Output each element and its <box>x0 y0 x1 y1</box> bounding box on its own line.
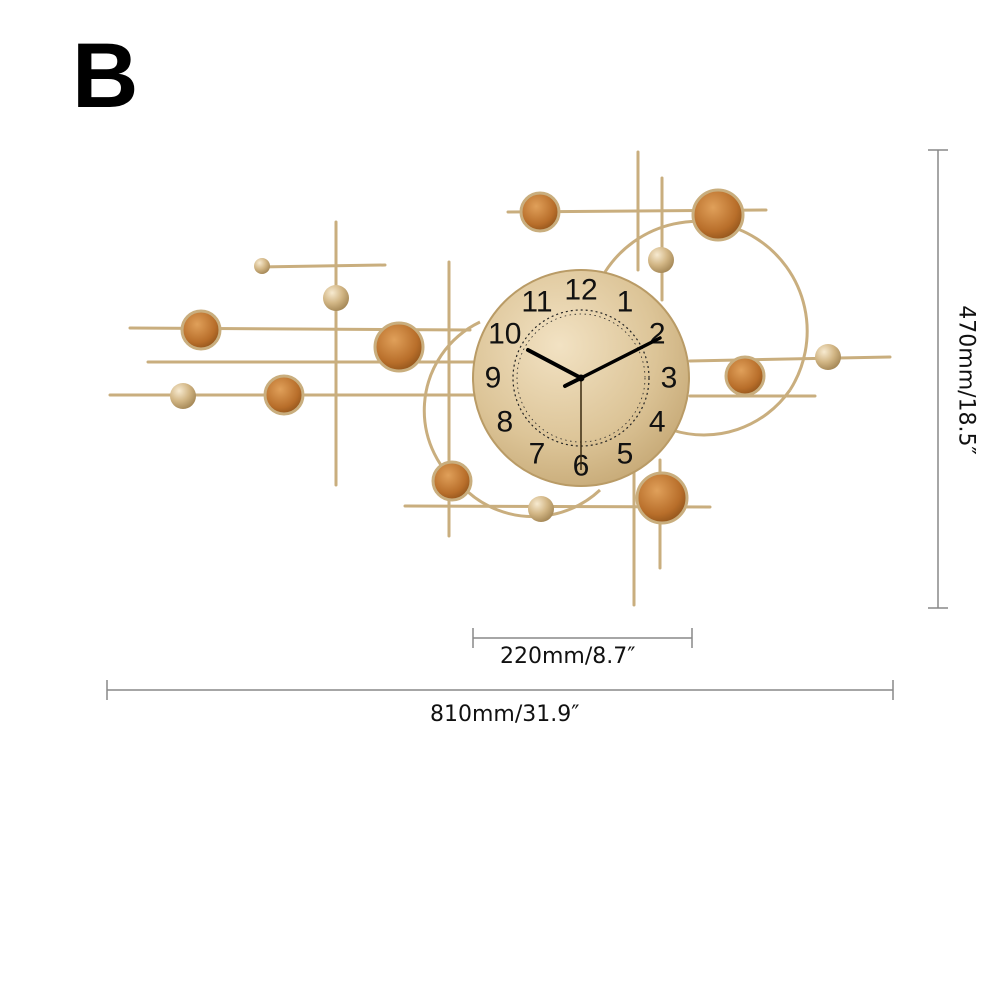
amber-gem <box>519 191 561 233</box>
clock-numeral: 10 <box>488 318 521 351</box>
hour-hand <box>526 348 583 380</box>
amber-gem <box>691 188 745 242</box>
rod <box>688 355 892 363</box>
amber-gems <box>180 188 766 525</box>
gold-balls <box>170 247 841 522</box>
ring <box>603 219 809 391</box>
dial-diameter-label: 220mm/8.7″ <box>500 644 636 669</box>
clock-numeral: 8 <box>496 406 513 439</box>
amber-gem <box>180 309 222 351</box>
amber-gem <box>635 471 689 525</box>
amber-gem <box>724 355 766 397</box>
clock-numeral: 5 <box>617 438 634 471</box>
total-width-label: 810mm/31.9″ <box>430 702 580 727</box>
amber-gem <box>431 460 473 502</box>
clock-numeral: 11 <box>521 285 552 318</box>
variant-label: B <box>72 25 139 127</box>
gold-ball <box>648 247 674 273</box>
clock-numeral: 4 <box>649 406 666 439</box>
clock-numeral: 1 <box>617 285 634 318</box>
ring <box>671 389 792 437</box>
minute-hand <box>579 336 662 380</box>
gold-ball <box>323 285 349 311</box>
clock-numeral: 9 <box>485 362 502 395</box>
amber-gem <box>263 374 305 416</box>
height-dimension-label: 470mm/18.5″ <box>953 305 979 455</box>
clock-numeral: 3 <box>661 362 678 395</box>
gold-ball <box>815 344 841 370</box>
gold-ball <box>254 258 270 274</box>
clock-numeral: 7 <box>529 438 546 471</box>
clock-numeral: 2 <box>649 318 666 351</box>
dimension-lines <box>106 149 948 700</box>
gold-ball <box>528 496 554 522</box>
amber-gem <box>373 321 425 373</box>
gold-ball <box>170 383 196 409</box>
center-pin <box>577 374 585 382</box>
clock-numeral: 12 <box>564 274 597 307</box>
rod <box>256 263 387 269</box>
